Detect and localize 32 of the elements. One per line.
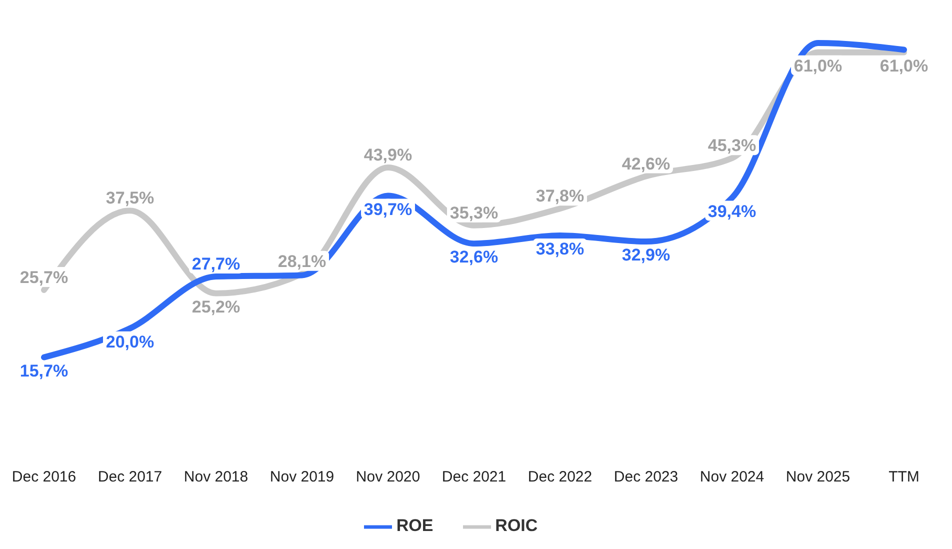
data-label: 42,6%	[622, 154, 670, 174]
data-label: 15,7%	[20, 361, 68, 380]
data-label: 45,3%	[708, 136, 756, 156]
data-label: 61,0%	[880, 56, 928, 76]
data-label: 25,7%	[20, 268, 68, 288]
data-label: 35,3%	[450, 203, 498, 222]
data-label: 32,9%	[622, 246, 670, 265]
x-tick-label: Nov 2020	[356, 468, 420, 486]
x-tick-label: Dec 2023	[614, 468, 678, 486]
x-tick-label: Dec 2022	[528, 468, 592, 486]
data-label: 28,1%	[278, 252, 326, 271]
x-tick-label: Dec 2021	[442, 468, 506, 486]
x-tick-label: TTM	[888, 468, 920, 486]
data-label: 37,5%	[106, 188, 154, 208]
x-tick-label: Dec 2016	[12, 468, 76, 486]
data-label: 27,7%	[192, 254, 240, 274]
data-label: 61,0%	[794, 56, 842, 76]
x-tick-label: Dec 2017	[98, 468, 162, 486]
data-label: 25,2%	[192, 297, 240, 316]
data-label: 39,4%	[708, 202, 756, 221]
data-label: 33,8%	[536, 240, 584, 258]
x-tick-label: Nov 2018	[184, 468, 248, 486]
data-label: 20,0%	[106, 332, 154, 352]
data-label: 32,6%	[450, 248, 498, 267]
legend-label: ROIC	[495, 516, 538, 536]
x-tick-label: Nov 2025	[786, 468, 850, 486]
data-label: 43,9%	[364, 146, 412, 165]
data-label: 39,7%	[364, 200, 412, 219]
legend-label: ROE	[396, 516, 434, 536]
x-tick-label: Nov 2019	[270, 468, 334, 486]
x-tick-label: Nov 2024	[700, 468, 764, 486]
data-label: 37,8%	[536, 186, 584, 206]
